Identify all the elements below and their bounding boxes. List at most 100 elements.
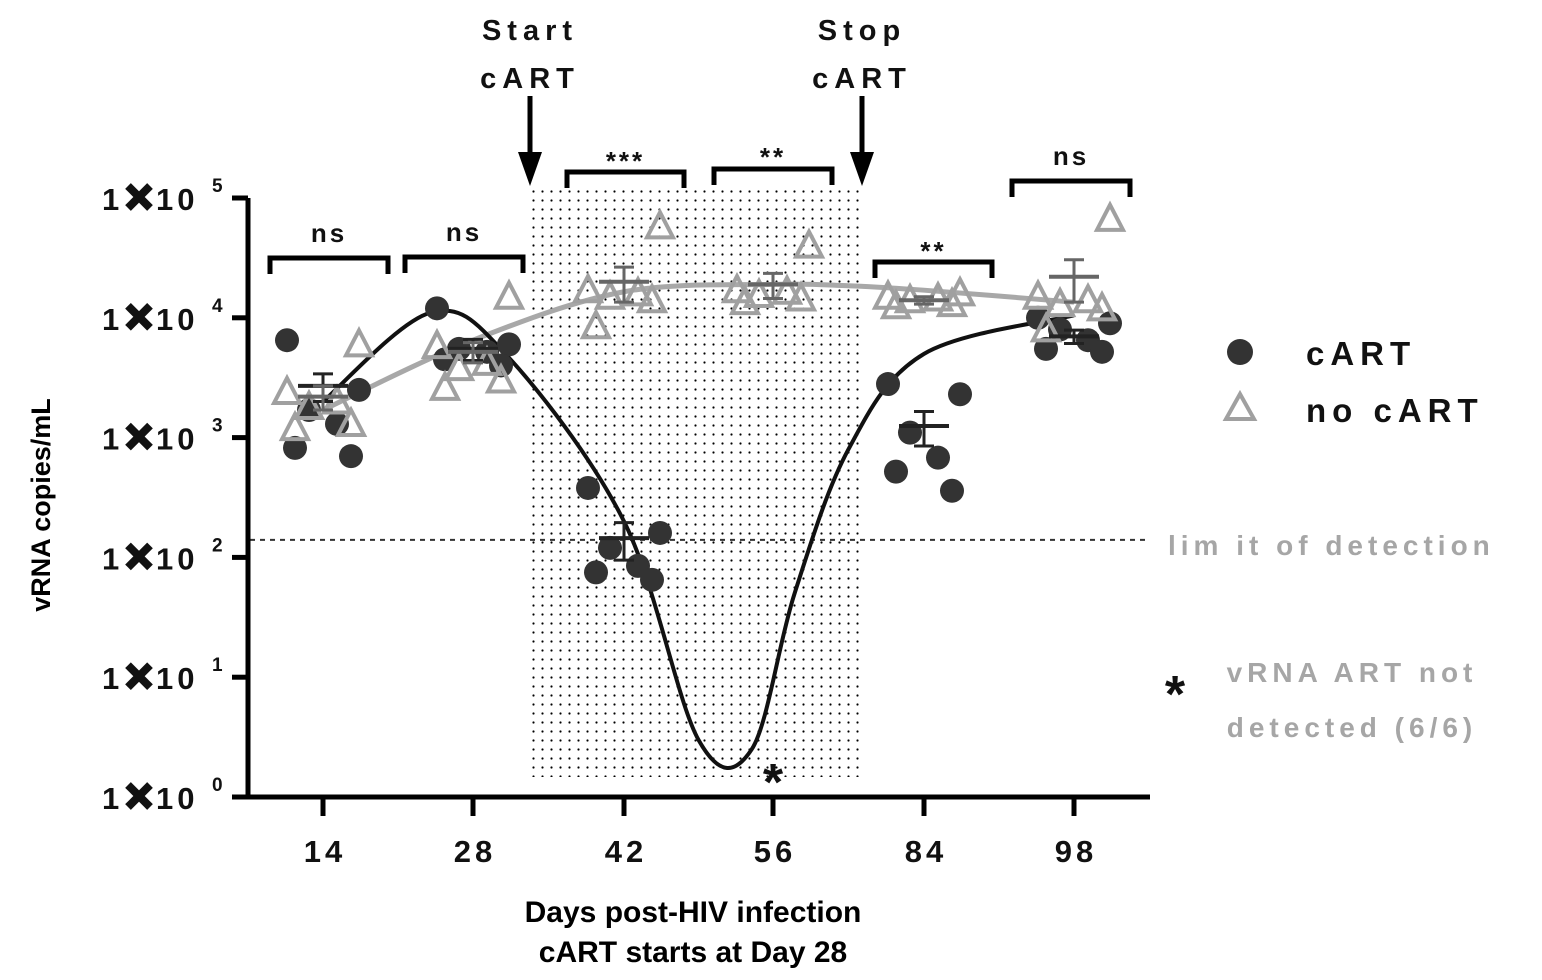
arrow-down-icon <box>850 152 874 186</box>
significance-label: *** <box>606 146 645 176</box>
cart-point <box>926 445 950 470</box>
no-cart-point <box>728 283 762 316</box>
no-cart-point <box>1021 278 1055 310</box>
x-tick-label: 98 <box>1055 834 1097 869</box>
cart-point <box>576 475 600 500</box>
arrow-label: cART <box>480 63 580 95</box>
y-tick-mantissa: 1 <box>102 541 119 576</box>
cart-point <box>1026 305 1050 330</box>
times-icon <box>125 662 153 691</box>
limit-of-detection-label: lim it of detection <box>1168 530 1495 561</box>
y-tick-mantissa: 1 <box>102 302 119 337</box>
no-cart-point <box>492 278 526 310</box>
no-cart-point <box>593 278 627 310</box>
cart-point <box>275 328 299 353</box>
cart-point <box>948 382 972 407</box>
significance-bracket <box>711 166 835 185</box>
no-cart-point <box>621 275 655 307</box>
no-cart-point <box>278 409 312 442</box>
no-cart-point <box>742 276 776 308</box>
y-tick-mantissa: 1 <box>102 661 119 696</box>
y-tick-mantissa: 1 <box>102 781 119 816</box>
significance-label: ns <box>311 218 347 248</box>
y-tick-base: 10 <box>156 302 198 337</box>
no-cart-point <box>770 273 804 305</box>
significance-label: ** <box>920 236 946 266</box>
cart-point <box>876 372 900 397</box>
no-cart-point <box>442 349 476 382</box>
cart-point <box>425 296 449 321</box>
cart-point <box>940 478 964 503</box>
y-tick-mantissa: 1 <box>102 182 119 217</box>
y-tick-base: 10 <box>156 661 198 696</box>
x-tick-label: 14 <box>304 834 346 869</box>
no-cart-point <box>643 208 677 240</box>
footnote-star: * <box>1165 666 1186 724</box>
y-tick-exponent: 4 <box>212 296 223 317</box>
arrow-label: Stop <box>818 15 906 47</box>
no-cart-point <box>935 285 969 318</box>
cart-point <box>1098 311 1122 336</box>
x-tick-label: 28 <box>454 834 496 869</box>
no-cart-point <box>879 287 913 320</box>
not-detected-star: * <box>763 754 784 812</box>
no-cart-point <box>484 362 518 394</box>
cart-point <box>884 459 908 484</box>
legend-cart-marker <box>1227 339 1253 365</box>
cart-point <box>598 535 622 560</box>
y-tick-base: 10 <box>156 182 198 217</box>
arrow-label: Start <box>482 15 578 47</box>
cart-point <box>640 567 664 592</box>
no-cart-point <box>1093 200 1127 232</box>
significance-bracket <box>267 255 391 274</box>
no-cart-point <box>342 326 376 358</box>
y-tick-exponent: 3 <box>212 416 223 437</box>
significance-label: ** <box>760 142 786 172</box>
cart-point <box>1090 339 1114 364</box>
x-axis-label-line-2: cART starts at Day 28 <box>539 936 847 969</box>
cart-point <box>497 332 521 357</box>
y-axis-label: vRNA copies/mL <box>26 398 56 612</box>
y-tick-exponent: 1 <box>212 655 223 676</box>
footnote-line-1: vRNA ART not <box>1227 657 1478 688</box>
significance-bracket <box>872 259 995 278</box>
y-tick-exponent: 0 <box>212 775 223 796</box>
legend-no-cart-marker <box>1222 389 1258 421</box>
x-axis-label-line-1: Days post-HIV infection <box>525 896 862 929</box>
no-cart-point <box>1085 289 1119 322</box>
times-icon <box>125 782 153 810</box>
arrow-label: cART <box>812 63 912 95</box>
y-tick-exponent: 2 <box>212 535 223 556</box>
times-icon <box>125 183 153 211</box>
times-icon <box>125 542 153 571</box>
cart-point <box>325 411 349 436</box>
arrow-down-icon <box>518 152 542 186</box>
significance-bracket <box>1009 178 1133 197</box>
cart-point <box>1034 336 1058 361</box>
legend-no-cart-label: no cART <box>1306 392 1484 429</box>
x-tick-label: 42 <box>605 834 647 869</box>
no-cart-point <box>1029 311 1063 343</box>
legend-cart-label: cART <box>1306 335 1416 372</box>
no-cart-point <box>334 405 368 437</box>
cart-point <box>584 560 608 585</box>
y-tick-exponent: 5 <box>212 176 223 197</box>
no-cart-point <box>635 281 669 314</box>
y-tick-base: 10 <box>156 541 198 576</box>
legend: cART no cART <box>1222 335 1484 429</box>
no-cart-point <box>571 271 605 304</box>
significance-bracket <box>564 169 687 188</box>
no-cart-point <box>428 369 462 401</box>
y-tick-base: 10 <box>156 422 198 457</box>
no-cart-point <box>579 307 613 340</box>
cart-point <box>283 435 307 460</box>
y-tick-base: 10 <box>156 781 198 816</box>
no-cart-point <box>1071 281 1105 314</box>
cart-fit-curve <box>321 308 1075 770</box>
times-icon <box>125 302 153 331</box>
no-cart-point <box>420 327 454 360</box>
no-cart-point <box>292 388 326 421</box>
y-tick-mantissa: 1 <box>102 422 119 457</box>
significance-label: ns <box>446 217 482 247</box>
cart-point <box>339 444 363 469</box>
